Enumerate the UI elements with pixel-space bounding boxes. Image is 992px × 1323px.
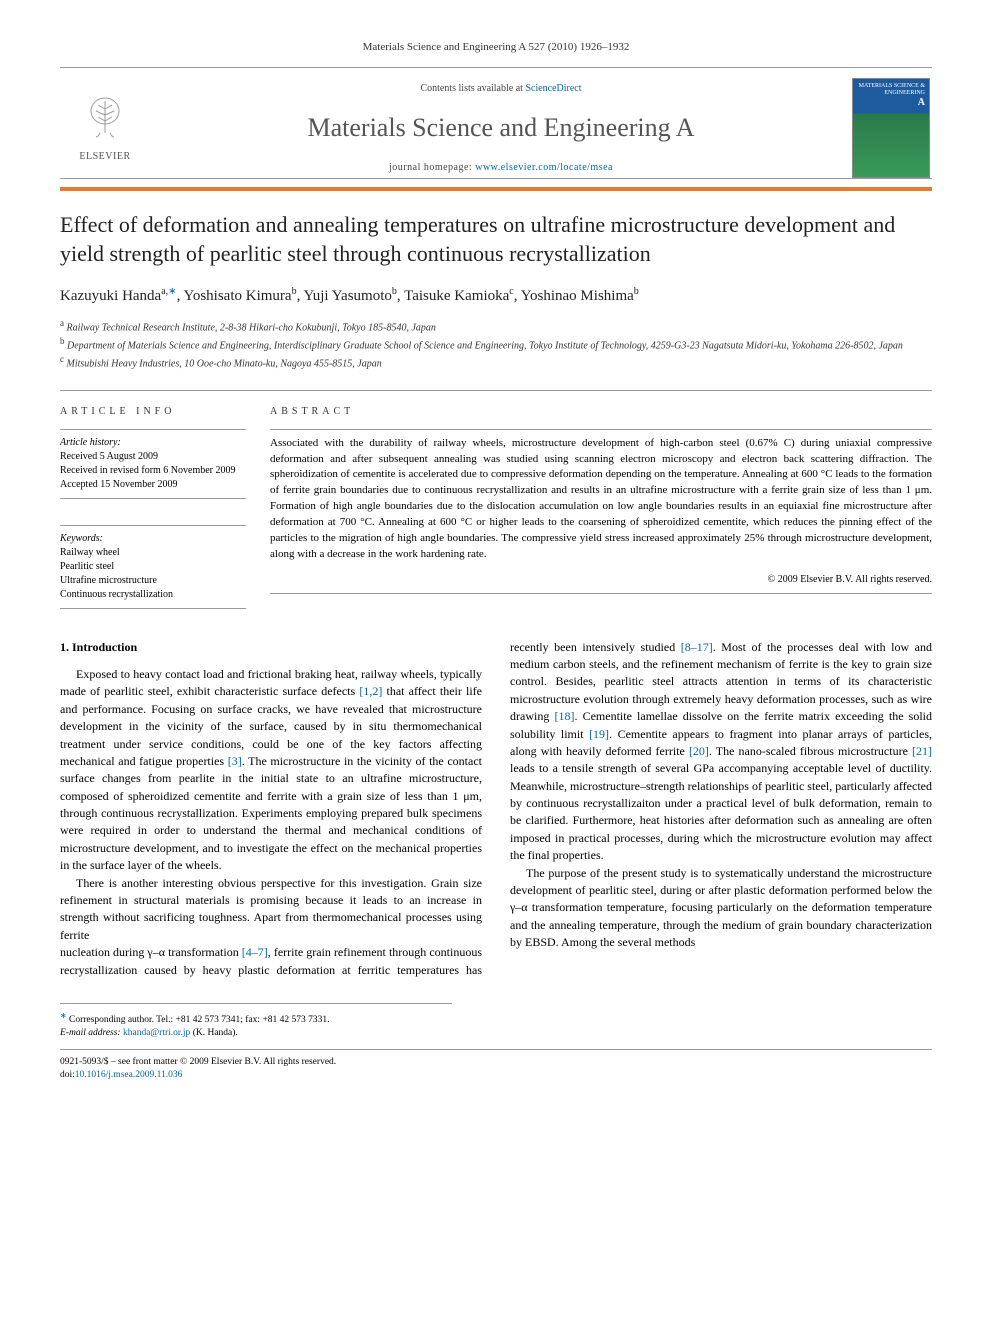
footer-block: ∗ Corresponding author. Tel.: +81 42 573… — [60, 1003, 932, 1082]
cover-title-text: MATERIALS SCIENCE & ENGINEERING — [859, 83, 925, 96]
elsevier-logo: ELSEVIER — [79, 93, 130, 164]
abstract-copyright: © 2009 Elsevier B.V. All rights reserved… — [270, 573, 932, 587]
info-divider — [60, 608, 246, 609]
ref-link[interactable]: [18] — [554, 709, 574, 723]
doi-link[interactable]: 10.1016/j.msea.2009.11.036 — [75, 1070, 183, 1080]
history-item: Received 5 August 2009 — [60, 450, 246, 464]
body-para-4: The purpose of the present study is to s… — [510, 865, 932, 952]
journal-cover-image: MATERIALS SCIENCE & ENGINEERING A — [852, 78, 930, 178]
abstract-col: abstract Associated with the durability … — [270, 405, 932, 615]
footer-meta: 0921-5093/$ – see front matter © 2009 El… — [60, 1056, 932, 1083]
body-para-1: Exposed to heavy contact load and fricti… — [60, 666, 482, 875]
corresponding-author: ∗ Corresponding author. Tel.: +81 42 573… — [60, 1010, 452, 1041]
article-title: Effect of deformation and annealing temp… — [60, 211, 932, 268]
affiliations: a Railway Technical Research Institute, … — [60, 317, 932, 372]
info-divider — [60, 429, 246, 430]
footer-divider — [60, 1049, 932, 1050]
homepage-prefix: journal homepage: — [389, 162, 475, 173]
abstract-heading: abstract — [270, 405, 932, 419]
affiliation-line: b Department of Materials Science and En… — [60, 335, 932, 353]
ref-link[interactable]: [1,2] — [359, 684, 382, 698]
authors-list: Kazuyuki Handaa,∗, Yoshisato Kimurab, Yu… — [60, 285, 932, 307]
keywords-label: Keywords: — [60, 532, 246, 546]
abstract-text: Associated with the durability of railwa… — [270, 436, 932, 564]
info-divider — [60, 498, 246, 499]
contents-prefix: Contents lists available at — [420, 83, 525, 94]
section-heading-intro: 1. Introduction — [60, 639, 482, 656]
email-label: E-mail address: — [60, 1028, 121, 1038]
publisher-name: ELSEVIER — [79, 150, 130, 164]
article-info-col: article info Article history: Received 5… — [60, 405, 270, 615]
corr-symbol: ∗ — [60, 1011, 67, 1020]
elsevier-tree-icon — [80, 93, 130, 143]
ref-link[interactable]: [4–7] — [242, 945, 268, 959]
homepage-line: journal homepage: www.elsevier.com/locat… — [160, 161, 842, 175]
abstract-divider — [270, 429, 932, 430]
cover-title: MATERIALS SCIENCE & ENGINEERING A — [857, 83, 925, 107]
keyword-item: Ultrafine microstructure — [60, 574, 246, 588]
history-item: Accepted 15 November 2009 — [60, 478, 246, 492]
contents-available-line: Contents lists available at ScienceDirec… — [160, 82, 842, 96]
ref-link[interactable]: [3] — [228, 754, 242, 768]
keyword-item: Railway wheel — [60, 546, 246, 560]
homepage-link[interactable]: www.elsevier.com/locate/msea — [475, 162, 613, 173]
keyword-item: Continuous recrystallization — [60, 588, 246, 602]
history-label: Article history: — [60, 436, 246, 450]
info-abstract-row: article info Article history: Received 5… — [60, 390, 932, 615]
info-divider — [60, 525, 246, 526]
header-citation: Materials Science and Engineering A 527 … — [60, 40, 932, 55]
keyword-item: Pearlitic steel — [60, 560, 246, 574]
ref-link[interactable]: [21] — [912, 744, 932, 758]
corr-text: Corresponding author. Tel.: +81 42 573 7… — [69, 1015, 330, 1025]
history-item: Received in revised form 6 November 2009 — [60, 464, 246, 478]
ref-link[interactable]: [20] — [689, 744, 709, 758]
journal-title: Materials Science and Engineering A — [160, 110, 842, 146]
doi-label: doi: — [60, 1070, 75, 1080]
affiliation-line: c Mitsubishi Heavy Industries, 10 Ooe-ch… — [60, 353, 932, 371]
abstract-bottom-divider — [270, 593, 932, 594]
article-info-heading: article info — [60, 405, 246, 419]
sciencedirect-link[interactable]: ScienceDirect — [525, 83, 581, 94]
publisher-logo-block: ELSEVIER — [60, 93, 150, 164]
ref-link[interactable]: [8–17] — [681, 640, 713, 654]
journal-cover-thumb: MATERIALS SCIENCE & ENGINEERING A — [852, 78, 932, 178]
ref-link[interactable]: [19] — [589, 727, 609, 741]
affiliation-line: a Railway Technical Research Institute, … — [60, 317, 932, 335]
corr-email-name: (K. Handa). — [193, 1028, 238, 1038]
journal-banner: ELSEVIER Contents lists available at Sci… — [60, 67, 932, 179]
body-text: 1. Introduction Exposed to heavy contact… — [60, 639, 932, 979]
issn-line: 0921-5093/$ – see front matter © 2009 El… — [60, 1057, 336, 1067]
orange-divider-bar — [60, 187, 932, 191]
banner-center: Contents lists available at ScienceDirec… — [150, 82, 852, 174]
cover-sub: A — [918, 97, 925, 108]
body-para-2: There is another interesting obvious per… — [60, 875, 482, 945]
corr-email-link[interactable]: khanda@rtri.or.jp — [123, 1028, 190, 1038]
